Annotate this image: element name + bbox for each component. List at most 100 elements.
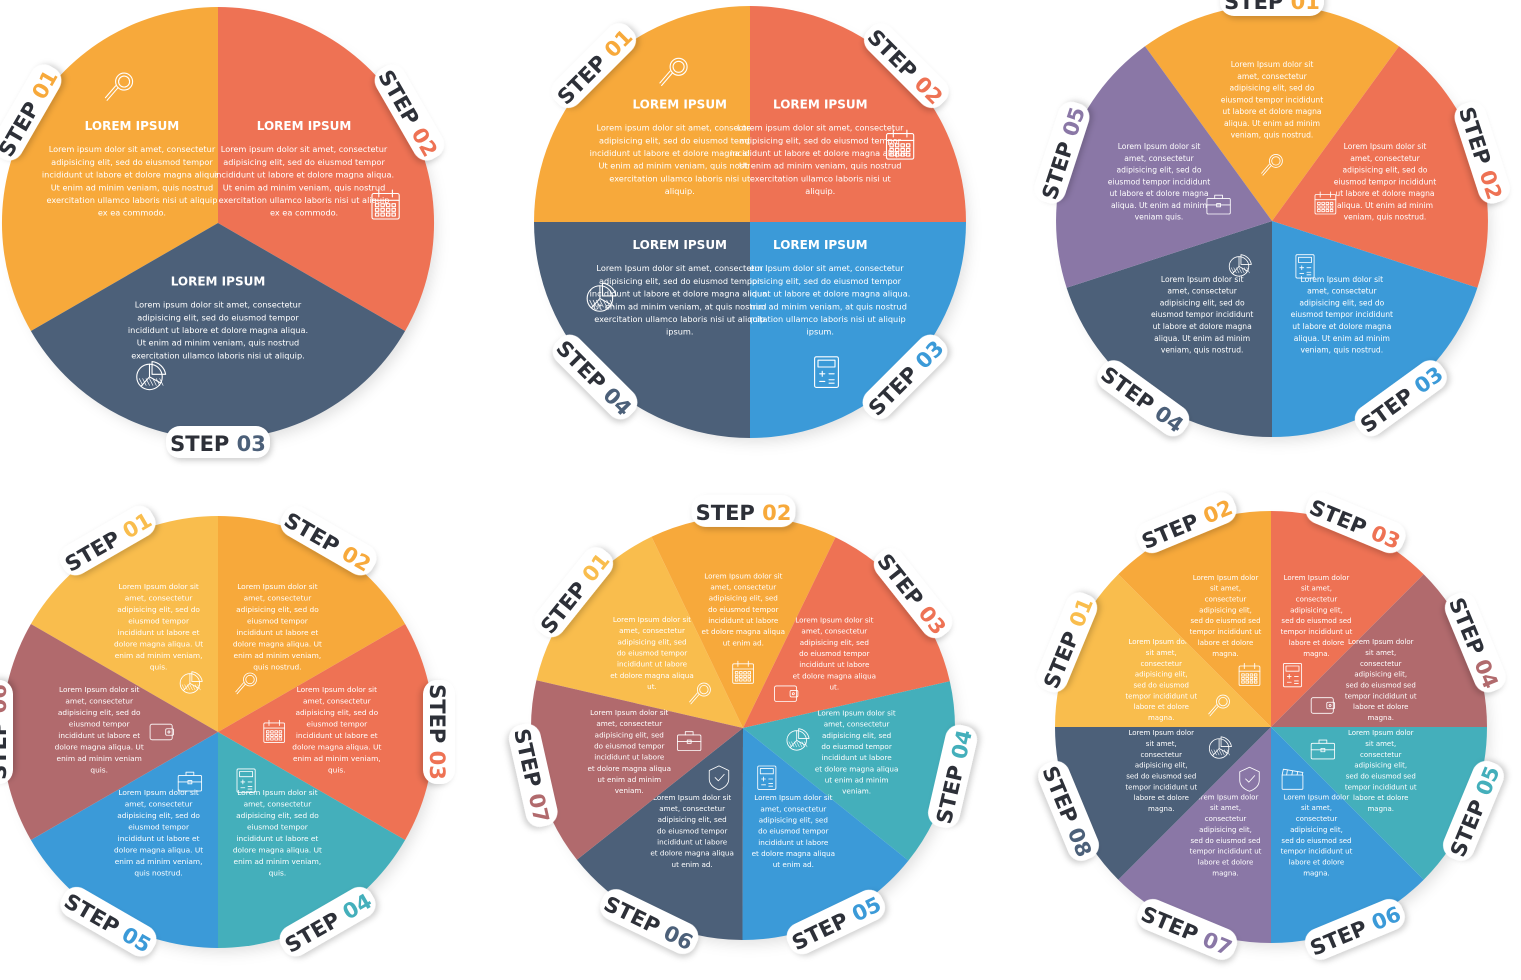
step-tab-bg xyxy=(1038,760,1100,861)
segment-wedge xyxy=(750,6,966,222)
segment-body: Lorem Ipsum dolor sit amet, consectetur ad… xyxy=(1334,142,1436,222)
segment-body: Lorem Ipsum dolor sit amet, consectetur a… xyxy=(590,263,770,337)
segment-wedge xyxy=(1271,574,1487,727)
segment-title: LOREM IPSUM xyxy=(773,238,868,252)
segment-step-02: LOREM IPSUM Lorem ipsum dolor sit amet, c… xyxy=(214,6,445,331)
step-tab-bg xyxy=(1305,492,1406,554)
segment-body: Lorem Ipsum dolor sit amet, consectetur ad… xyxy=(793,615,877,691)
segment-wedge xyxy=(1,624,218,840)
pie-chart-icon xyxy=(1228,254,1252,277)
segment-body: Lorem Ipsum dolor sit amet, consectetur ad… xyxy=(650,793,734,869)
step-label: STEP 01 xyxy=(1224,0,1320,14)
segment-step-01: LOREM IPSUM Lorem ipsum dolor sit amet, c… xyxy=(534,6,770,222)
segment-body: Lorem Ipsum dolor sit amet, consectetur ad… xyxy=(815,709,899,796)
step-tab-bg xyxy=(1304,898,1405,960)
segment-step-02: Lorem Ipsum dolor sit amet, consectetur ad… xyxy=(1272,46,1510,288)
segment-step-03: LOREM IPSUM Lorem Ipsum dolor sit amet, c… xyxy=(730,222,966,438)
magnifier-icon xyxy=(235,672,257,695)
step-label: STEP 06 xyxy=(0,684,11,780)
segment-body: Lorem Ipsum dolor sit amet, consectetur ad… xyxy=(1151,275,1253,355)
calendar-icon xyxy=(1314,191,1337,215)
segment-body: Lorem ipsum dolor sit amet, consectetur a… xyxy=(730,123,910,197)
briefcase-icon xyxy=(177,771,203,792)
segment-body: Lorem Ipsum dolor sit amet, consectetur ad… xyxy=(610,615,694,691)
step-tab-02: STEP 02 xyxy=(691,494,796,528)
step-tab-bg xyxy=(928,724,978,828)
calculator-icon xyxy=(1282,662,1303,688)
segment-body: Lorem Ipsum dolor sit amet, consectetur ad… xyxy=(1108,142,1210,222)
segment-body: Lorem Ipsum dolor sit amet, consectetur ad… xyxy=(587,708,671,795)
segment-step-04: Lorem Ipsum dolor sit amet, consectetur ad… xyxy=(743,681,978,861)
segment-body: Lorem Ipsum dolor sit amet, consectetur adi… xyxy=(1281,574,1353,658)
wallet-icon xyxy=(1310,697,1336,714)
step-tab-bg xyxy=(1220,0,1324,16)
diagram-seven-step: Lorem Ipsum dolor sit amet, consectetur ad… xyxy=(508,494,978,955)
segment-title: LOREM IPSUM xyxy=(171,275,266,289)
segment-title: LOREM IPSUM xyxy=(632,238,727,252)
calendar-icon xyxy=(1238,662,1261,686)
segment-step-01: Lorem Ipsum dolor sit amet, consectetur ad… xyxy=(1145,0,1399,222)
segment-wedge xyxy=(742,728,909,941)
step-tab-bg xyxy=(0,680,13,784)
step-tab-bg xyxy=(862,334,948,420)
segment-body: Lorem Ipsum dolor sit amet, consectetur ad… xyxy=(752,793,836,869)
step-tab-bg xyxy=(279,886,376,957)
segment-wedge xyxy=(1272,221,1478,437)
segment-title: LOREM IPSUM xyxy=(85,119,180,133)
calculator-icon xyxy=(236,768,256,793)
segment-step-05: Lorem Ipsum dolor sit amet, consectetur ad… xyxy=(1034,46,1272,288)
segment-wedge xyxy=(1271,727,1487,880)
step-tab-bg xyxy=(551,23,636,108)
segment-body: Lorem Ipsum dolor sit amet, consectetur adi… xyxy=(1125,729,1197,813)
step-tab-bg xyxy=(600,889,699,954)
step-label: STEP 02 xyxy=(696,501,792,525)
diagram-three-step: LOREM IPSUM Lorem ipsum dolor sit amet, c… xyxy=(0,6,445,458)
wallet-icon xyxy=(149,723,174,741)
step-tab-bg xyxy=(60,886,157,957)
clapperboard-icon xyxy=(1281,768,1304,790)
pie-chart-icon xyxy=(1208,736,1232,759)
segment-step-02: LOREM IPSUM Lorem ipsum dolor sit amet, c… xyxy=(730,6,966,222)
segment-wedge xyxy=(1056,46,1272,288)
calendar-icon xyxy=(885,129,915,160)
briefcase-icon xyxy=(1310,739,1336,760)
step-tab-bg xyxy=(1354,360,1447,437)
diagram-four-step: LOREM IPSUM Lorem ipsum dolor sit amet, c… xyxy=(534,6,966,438)
pie-chart-icon xyxy=(179,671,203,694)
calendar-icon xyxy=(371,189,400,220)
segment-body: Lorem ipsum dolor sit amet, consectetur a… xyxy=(214,144,394,218)
segment-body: Lorem ipsum dolor sit amet, consectetur a… xyxy=(590,123,770,197)
step-tab-bg xyxy=(280,505,377,576)
segment-step-02: Lorem Ipsum dolor sit amet, consectetur ad… xyxy=(218,505,406,732)
segment-wedge xyxy=(651,515,836,728)
calculator-icon xyxy=(814,356,839,388)
segment-body: Lorem Ipsum dolor sit amet, consectetur ad… xyxy=(114,582,203,671)
shield-check-icon xyxy=(708,765,730,791)
segment-body: Lorem Ipsum dolor sit amet, consectetur ad… xyxy=(702,571,786,647)
step-tab-bg xyxy=(552,334,638,420)
magnifier-icon xyxy=(689,682,711,705)
segment-body: Lorem Ipsum dolor sit amet, consectetur ad… xyxy=(233,788,322,877)
segment-step-03: LOREM IPSUM Lorem ipsum dolor sit amet, c… xyxy=(30,223,406,458)
magnifier-icon xyxy=(1261,153,1283,176)
segment-step-03: Lorem Ipsum dolor sit amet, consectetur ad… xyxy=(1272,221,1478,438)
segment-body: Lorem Ipsum dolor sit amet, consectetur ad… xyxy=(114,788,203,877)
step-tab-bg xyxy=(873,548,953,639)
step-tab-bg xyxy=(166,426,270,458)
segment-wedge xyxy=(1055,574,1271,727)
segment-step-06: Lorem Ipsum dolor sit amet, consectetur ad… xyxy=(576,728,743,955)
segment-wedge xyxy=(1055,727,1271,880)
segment-step-03: Lorem Ipsum dolor sit amet, consectetur ad… xyxy=(743,537,953,728)
step-tab-bg xyxy=(1442,760,1504,861)
pie-chart-icon xyxy=(786,728,810,751)
segment-wedge xyxy=(1118,727,1271,943)
step-tab-bg xyxy=(864,23,949,108)
segment-wedge xyxy=(534,222,750,438)
wallet-icon xyxy=(774,685,799,702)
briefcase-icon xyxy=(677,731,702,751)
segment-body: Lorem Ipsum dolor sit amet, consectetur ad… xyxy=(1291,275,1393,355)
step-tab-bg xyxy=(508,723,558,827)
magnifier-icon xyxy=(104,72,134,101)
segment-body: Lorem Ipsum dolor sit amet, consectetur adi… xyxy=(1281,793,1353,877)
step-tab-bg xyxy=(534,547,614,638)
